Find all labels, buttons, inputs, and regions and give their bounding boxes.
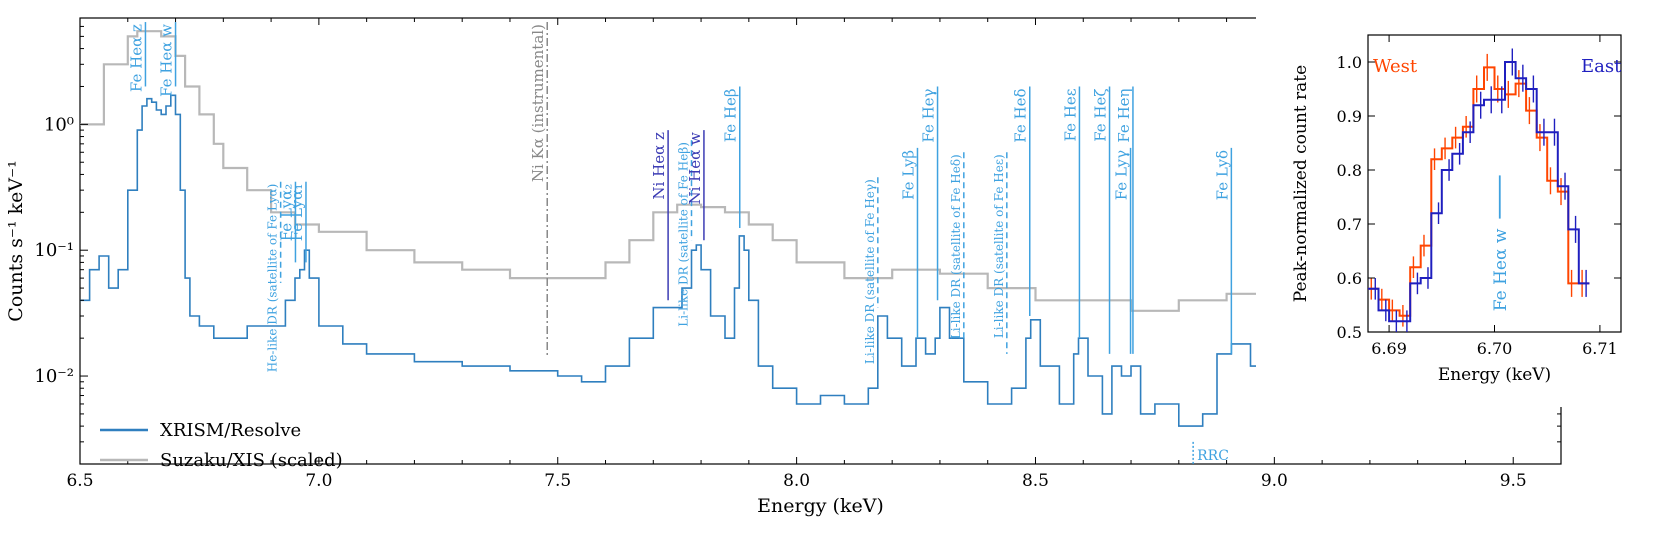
- main-legend: XRISM/Resolve Suzaku/XIS (scaled): [100, 420, 343, 471]
- marker-label: Fe Heγ: [920, 88, 938, 142]
- inset-y-tick-label: 0.6: [1337, 269, 1362, 288]
- marker-label: Fe Lyα₁: [288, 184, 306, 242]
- x-tick-label: 7.5: [544, 471, 571, 491]
- marker-label: RRC: [1197, 448, 1229, 464]
- marker-label: Fe Heζ: [1092, 88, 1110, 141]
- marker-label: Fe Heε: [1061, 88, 1079, 141]
- marker-label: Ni Kα (instrumental): [529, 24, 547, 182]
- x-tick-label: 8.5: [1022, 471, 1049, 491]
- y-tick-label: 10⁰: [44, 114, 74, 135]
- suzaku-spectrum-line: [80, 30, 1284, 312]
- y-tick-label: 10⁻¹: [34, 240, 74, 261]
- marker-label: Li-like DR (satellite of Fe Heγ): [863, 179, 877, 364]
- main-x-axis-label: Energy (keV): [757, 495, 884, 517]
- marker-label: Li-like DR (satellite of Fe Heε): [992, 154, 1006, 338]
- inset-x-tick-label: 6.69: [1371, 339, 1407, 358]
- main-spectrum-chart: 6.5 7.0 7.5 8.0 8.5 9.0 9.5 10⁻² 10⁻¹ 10⁰ Fe Heα z…: [5, 17, 1609, 517]
- inset-y-tick-label: 0.8: [1337, 161, 1362, 180]
- inset-y-tick-label: 0.9: [1337, 107, 1362, 126]
- marker-label: Fe Heβ: [722, 88, 740, 142]
- y-tick-label: 10⁻²: [34, 366, 74, 387]
- inset-y-axis-label: Peak-normalized count rate: [1291, 65, 1311, 302]
- legend-label-resolve: XRISM/Resolve: [160, 420, 301, 441]
- x-tick-label: 7.0: [305, 471, 332, 491]
- main-y-axis-label: Counts s⁻¹ keV⁻¹: [5, 160, 27, 321]
- marker-label: Ni Heα w: [686, 132, 704, 205]
- inset-legend-east: East: [1581, 56, 1622, 77]
- marker-label: Fe Lyγ: [1113, 150, 1131, 200]
- inset-legend-west: West: [1373, 56, 1418, 77]
- inset-chart: 6.69 6.70 6.71 0.5 0.6 0.7 0.8 0.9 1.0 Fe Heα w E…: [1256, 15, 1641, 407]
- inset-x-tick-label: 6.71: [1582, 339, 1618, 358]
- marker-label: Fe Heδ: [1012, 88, 1030, 142]
- x-tick-label: 9.0: [1261, 471, 1288, 491]
- inset-y-tick-label: 0.5: [1337, 323, 1362, 342]
- x-tick-label: 6.5: [66, 471, 93, 491]
- inset-annotation-label: Fe Heα w: [1491, 228, 1511, 311]
- marker-label: Ni Heα z: [650, 132, 668, 200]
- inset-plot-marks: 6.69 6.70 6.71 0.5 0.6 0.7 0.8 0.9 1.0 Fe Heα w: [1337, 35, 1621, 358]
- marker-label: Fe Lyα₂: [277, 184, 295, 242]
- marker-label: Fe Heα z: [127, 24, 145, 92]
- inset-y-tick-label: 0.7: [1337, 215, 1362, 234]
- marker-label: Li-like DR (satellite of Fe Heβ): [677, 142, 691, 327]
- x-tick-label: 9.5: [1500, 471, 1527, 491]
- legend-label-suzaku: Suzaku/XIS (scaled): [160, 450, 343, 471]
- inset-background: [1256, 15, 1641, 407]
- inset-x-axis-label: Energy (keV): [1438, 365, 1551, 385]
- marker-label: Fe Lyβ: [899, 150, 917, 200]
- marker-label: Li-like DR (satellite of Fe Heδ): [949, 154, 963, 339]
- resolve-spectrum-line: [80, 94, 1609, 427]
- marker-label: Fe Heη: [1115, 88, 1133, 142]
- inset-y-tick-label: 1.0: [1337, 53, 1362, 72]
- inset-x-tick-label: 6.70: [1477, 339, 1513, 358]
- east-series: [1368, 48, 1590, 332]
- marker-label: He-like DR (satellite of Fe Lyα): [266, 184, 280, 373]
- marker-label: Fe Heα w: [158, 24, 176, 97]
- main-plot-marks: 6.5 7.0 7.5 8.0 8.5 9.0 9.5 10⁻² 10⁻¹ 10⁰ Fe Heα z…: [34, 18, 1609, 491]
- marker-label: Fe Lyδ: [1213, 150, 1231, 200]
- x-tick-label: 8.0: [783, 471, 810, 491]
